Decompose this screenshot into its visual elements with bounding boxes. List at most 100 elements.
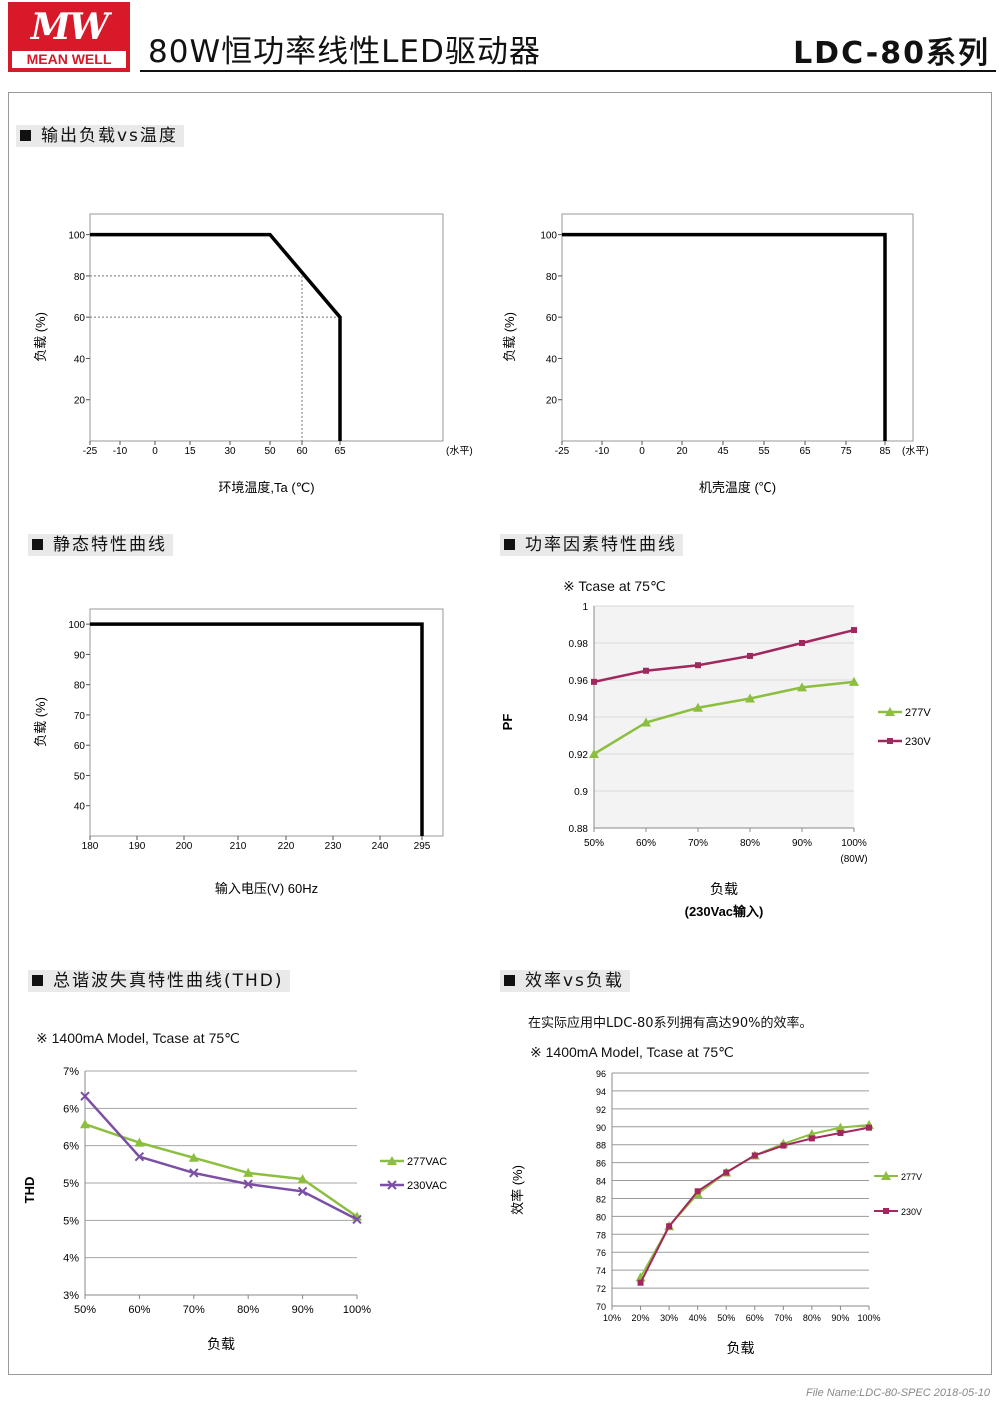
section-pf: 功率因素特性曲线 <box>500 534 683 556</box>
y-tick-label: 60 <box>74 741 86 752</box>
y-axis-label: 负载 (%) <box>33 312 48 362</box>
guide-line <box>90 275 303 441</box>
square-bullet-icon <box>504 975 515 986</box>
x-axis-label: 输入电压(V) 60Hz <box>215 881 318 896</box>
data-point-x <box>189 1168 199 1178</box>
square-bullet-icon <box>504 539 515 550</box>
guide-line <box>90 316 341 441</box>
y-tick-label: 76 <box>596 1248 606 1258</box>
x-tick-label: -25 <box>83 446 98 457</box>
pf-note: ※ Tcase at 75℃ <box>563 578 666 594</box>
x-axis-label: 负载 <box>710 881 738 897</box>
data-point-square <box>883 1208 889 1214</box>
data-point-triangle <box>693 702 703 712</box>
series-title: LDC-80系列 <box>793 36 990 71</box>
data-point-triangle <box>243 1167 254 1177</box>
x-axis-label: 机壳温度 (℃) <box>699 480 776 495</box>
x-tick-label: 100% <box>857 1313 880 1323</box>
y-tick-label: 92 <box>596 1105 606 1115</box>
x-tick-label: -10 <box>113 446 128 457</box>
x-tick-label: -25 <box>555 446 570 457</box>
y-axis-label: 负载 (%) <box>502 312 517 362</box>
data-point-x <box>134 1151 145 1162</box>
efficiency-statement: 在实际应用中LDC-80系列拥有高达90%的效率。 <box>528 1016 813 1031</box>
square-bullet-icon <box>32 975 43 986</box>
x-tick-label: 65 <box>799 446 811 457</box>
series-line-277V <box>639 1123 870 1278</box>
logo-text: MEAN WELL <box>12 51 126 68</box>
data-point-triangle <box>885 707 895 716</box>
legend-label: 277V <box>905 707 931 719</box>
data-point-triangle <box>881 1171 891 1180</box>
x-tick-label: 295 <box>414 841 431 852</box>
legend-label: 230VAC <box>407 1180 447 1192</box>
x-tick-label: 90% <box>831 1313 849 1323</box>
y-tick-label: 6% <box>63 1141 79 1153</box>
x-tick-label: 45 <box>717 446 729 457</box>
data-point-square <box>637 1279 644 1286</box>
legend-label: 230V <box>901 1207 922 1217</box>
series-line-230V <box>593 628 855 684</box>
series-line-277V <box>593 680 855 756</box>
section-title: 总谐波失真特性曲线(THD) <box>53 971 284 991</box>
x-tick-label: 75 <box>840 446 852 457</box>
y-tick-label: 0.92 <box>569 750 589 761</box>
x-unit-note: (水平) <box>902 445 929 457</box>
x-tick-label: 240 <box>372 841 389 852</box>
y-tick-label: 84 <box>596 1177 606 1187</box>
x-tick-label: 70% <box>183 1304 205 1316</box>
data-point-square <box>643 667 649 674</box>
y-tick-label: 40 <box>74 354 86 365</box>
x-tick-label: 10% <box>603 1313 621 1323</box>
y-tick-label: 72 <box>596 1284 606 1294</box>
x-tick-label: 220 <box>278 841 295 852</box>
x-tick-label: 90% <box>792 838 812 849</box>
data-point-triangle <box>188 1152 199 1162</box>
derating-curve <box>562 232 887 441</box>
y-axis-label: 效率 (%) <box>510 1165 525 1215</box>
x-tick-label: -10 <box>595 446 610 457</box>
y-tick-label: 96 <box>596 1069 606 1079</box>
efficiency-note: ※ 1400mA Model, Tcase at 75℃ <box>530 1044 734 1060</box>
y-tick-label: 40 <box>74 802 86 813</box>
data-point-x <box>297 1186 308 1197</box>
y-tick-label: 100 <box>68 620 85 631</box>
y-axis-label: 负载 (%) <box>33 697 48 747</box>
y-tick-label: 40 <box>546 354 558 365</box>
y-tick-label: 0.88 <box>569 824 589 835</box>
data-point-square <box>747 652 753 659</box>
y-tick-label: 80 <box>596 1212 606 1222</box>
data-point-x <box>243 1179 253 1189</box>
x-tick-label: 50 <box>264 446 276 457</box>
data-point-triangle <box>297 1174 308 1184</box>
derating-curve <box>90 622 424 836</box>
x-tick-label: 50% <box>74 1304 96 1316</box>
thd-note: ※ 1400mA Model, Tcase at 75℃ <box>36 1030 240 1046</box>
y-tick-label: 88 <box>596 1141 606 1151</box>
derating-curve <box>90 232 342 441</box>
x-tick-label: 65 <box>334 446 346 457</box>
data-point-square <box>808 1135 815 1142</box>
x-tick-label: 60% <box>128 1304 150 1316</box>
square-bullet-icon <box>32 539 43 550</box>
y-tick-label: 4% <box>63 1253 79 1265</box>
mean-well-logo: MW MEAN WELL <box>8 2 130 72</box>
x-tick-label: 55 <box>758 446 770 457</box>
x-tick-label: 85 <box>879 446 891 457</box>
data-point-square <box>591 678 597 685</box>
x-tick-label: 80% <box>237 1304 259 1316</box>
y-tick-label: 60 <box>546 313 558 324</box>
y-tick-label: 1 <box>582 602 588 613</box>
x-tick-label: 60 <box>296 446 308 457</box>
y-tick-label: 70 <box>596 1302 606 1312</box>
data-point-triangle <box>797 682 807 692</box>
x-tick-label: 50% <box>584 838 604 849</box>
x-axis-label: 环境温度,Ta (℃) <box>218 480 314 495</box>
y-tick-label: 80 <box>74 681 86 692</box>
series-line-277VAC <box>84 1123 358 1218</box>
y-tick-label: 82 <box>596 1194 606 1204</box>
data-point-triangle <box>80 1119 90 1129</box>
section-efficiency: 效率vs负载 <box>500 970 630 992</box>
x-tick-label: 230 <box>325 841 342 852</box>
x-tick-label: 40% <box>689 1313 707 1323</box>
